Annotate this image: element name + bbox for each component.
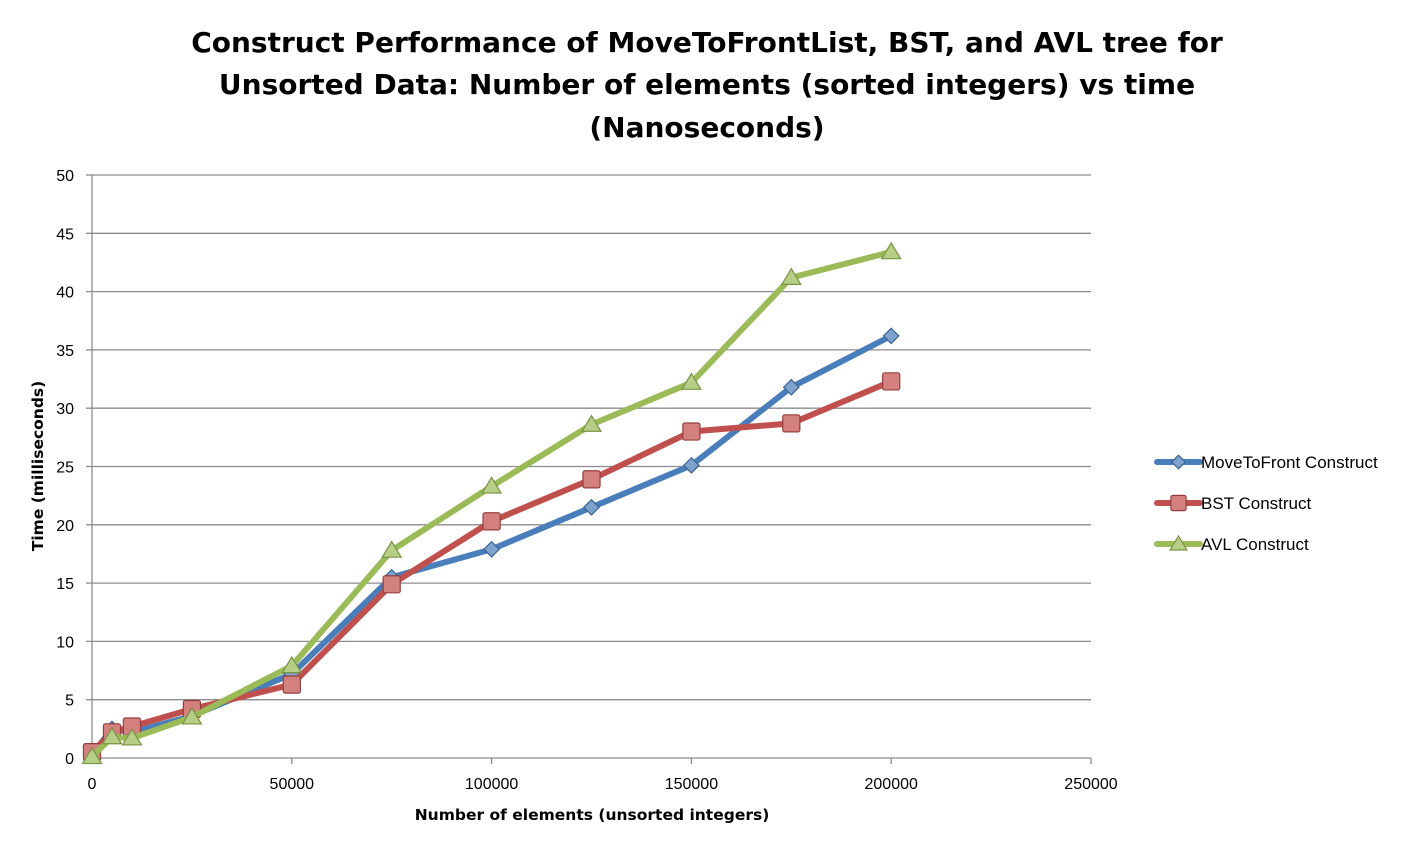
y-tick-label: 5: [65, 693, 74, 710]
y-tick-label: 45: [56, 226, 74, 243]
axes: [86, 174, 1092, 764]
series-triangle: [81, 241, 902, 765]
data-point: [682, 422, 701, 441]
data-point: [680, 372, 702, 390]
data-point: [582, 470, 601, 489]
series-line: [89, 248, 895, 760]
y-tick-label: 30: [56, 401, 74, 418]
legend-item: AVL Construct: [1154, 534, 1309, 554]
x-tick-label: 250000: [1064, 776, 1117, 793]
x-tick-label: 0: [88, 776, 97, 793]
y-tick-label: 40: [56, 285, 74, 302]
series-diamond: [83, 327, 900, 764]
data-point: [181, 707, 203, 725]
data-point: [101, 726, 123, 745]
chart-title-line-3: (Nanoseconds): [589, 111, 824, 144]
x-axis-title: Number of elements (unsorted integers): [415, 806, 770, 824]
legend-item: BST Construct: [1154, 494, 1312, 513]
series-square: [82, 372, 901, 762]
x-tick-label: 200000: [865, 776, 918, 793]
y-tick-label: 0: [65, 751, 74, 768]
y-axis-tick-labels: 0 5 10 15 20 25 30 35 40 45 50: [56, 168, 74, 768]
data-point: [583, 498, 600, 516]
y-tick-label: 25: [56, 460, 74, 477]
data-point: [580, 414, 603, 432]
data-point: [282, 675, 301, 694]
y-tick-label: 10: [56, 634, 74, 651]
data-point: [782, 378, 800, 396]
x-tick-label: 150000: [665, 776, 718, 793]
gridlines: [92, 174, 1091, 701]
legend-item: MoveToFront Construct: [1154, 453, 1378, 472]
y-tick-label: 35: [56, 343, 74, 360]
legend: MoveToFront Construct BST Construct AVL Co…: [1154, 453, 1378, 554]
legend-label: BST Construct: [1201, 494, 1312, 513]
legend-label: MoveToFront Construct: [1201, 453, 1378, 472]
x-tick-label: 50000: [270, 776, 315, 793]
chart-title-line-2: Unsorted Data: Number of elements (sorte…: [219, 68, 1195, 101]
legend-marker: [1169, 534, 1188, 551]
y-tick-label: 15: [56, 576, 74, 593]
legend-label: AVL Construct: [1201, 535, 1309, 554]
data-point: [882, 372, 901, 391]
chart-title-line-1: Construct Performance of MoveToFrontList…: [191, 26, 1223, 59]
data-point: [281, 655, 303, 674]
legend-marker: [1170, 454, 1187, 470]
x-tick-label: 100000: [465, 776, 518, 793]
data-point: [121, 728, 143, 746]
series-lines: [81, 241, 902, 765]
chart-title: Construct Performance of MoveToFrontList…: [191, 26, 1223, 144]
data-point: [482, 512, 501, 531]
y-axis-title: Time (milliseconds): [29, 381, 47, 551]
data-point: [880, 241, 902, 260]
data-point: [782, 414, 801, 433]
series-line: [89, 378, 895, 756]
data-point: [882, 327, 900, 345]
data-point: [483, 540, 501, 558]
data-point: [81, 746, 103, 765]
data-point: [382, 575, 401, 594]
data-point: [381, 540, 403, 558]
legend-marker: [1170, 494, 1187, 512]
y-tick-label: 20: [56, 518, 74, 535]
data-point: [682, 456, 700, 474]
x-axis-tick-labels: 0 50000 100000 150000 200000 250000: [88, 776, 1118, 793]
data-point: [780, 267, 802, 285]
y-tick-label: 50: [56, 168, 74, 185]
data-point: [481, 476, 503, 494]
